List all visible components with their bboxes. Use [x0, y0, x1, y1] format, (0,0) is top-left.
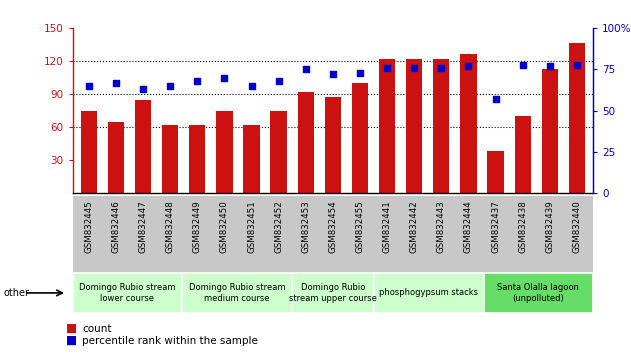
Bar — [244, 125, 259, 193]
Text: phosphogypsum stacks: phosphogypsum stacks — [379, 289, 478, 297]
Point — [382, 65, 392, 71]
Point — [328, 72, 338, 77]
Point — [165, 83, 175, 89]
Text: other: other — [3, 288, 29, 298]
Point — [301, 67, 311, 72]
Bar — [162, 125, 179, 193]
Point — [111, 80, 121, 85]
Point — [409, 65, 419, 71]
Text: ■: ■ — [66, 322, 78, 335]
Point — [545, 63, 555, 69]
Point — [463, 63, 473, 69]
Point — [572, 62, 582, 67]
Point — [436, 65, 446, 71]
Bar — [189, 125, 206, 193]
Bar — [460, 53, 476, 193]
Point — [138, 86, 148, 92]
Bar — [216, 111, 233, 193]
Bar — [81, 111, 97, 193]
Bar — [487, 151, 504, 193]
Text: count: count — [82, 324, 112, 333]
Point — [274, 78, 284, 84]
Bar — [379, 59, 395, 193]
Text: Domingo Rubio stream
lower course: Domingo Rubio stream lower course — [79, 283, 175, 303]
Bar — [135, 100, 151, 193]
Bar — [514, 116, 531, 193]
Text: percentile rank within the sample: percentile rank within the sample — [82, 336, 258, 346]
Bar — [406, 59, 422, 193]
Point — [192, 78, 203, 84]
Bar — [569, 42, 585, 193]
Text: ■: ■ — [66, 334, 78, 347]
Bar — [433, 59, 449, 193]
Bar — [298, 92, 314, 193]
Text: Santa Olalla lagoon
(unpolluted): Santa Olalla lagoon (unpolluted) — [497, 283, 579, 303]
Bar — [325, 97, 341, 193]
Point — [247, 83, 257, 89]
Point — [220, 75, 230, 81]
Text: Domingo Rubio stream
medium course: Domingo Rubio stream medium course — [189, 283, 285, 303]
Point — [490, 96, 500, 102]
Bar — [352, 83, 368, 193]
Bar — [108, 122, 124, 193]
Point — [84, 83, 94, 89]
Text: Domingo Rubio
stream upper course: Domingo Rubio stream upper course — [289, 283, 377, 303]
Bar — [271, 111, 286, 193]
Point — [355, 70, 365, 76]
Bar — [541, 69, 558, 193]
Point — [517, 62, 528, 67]
